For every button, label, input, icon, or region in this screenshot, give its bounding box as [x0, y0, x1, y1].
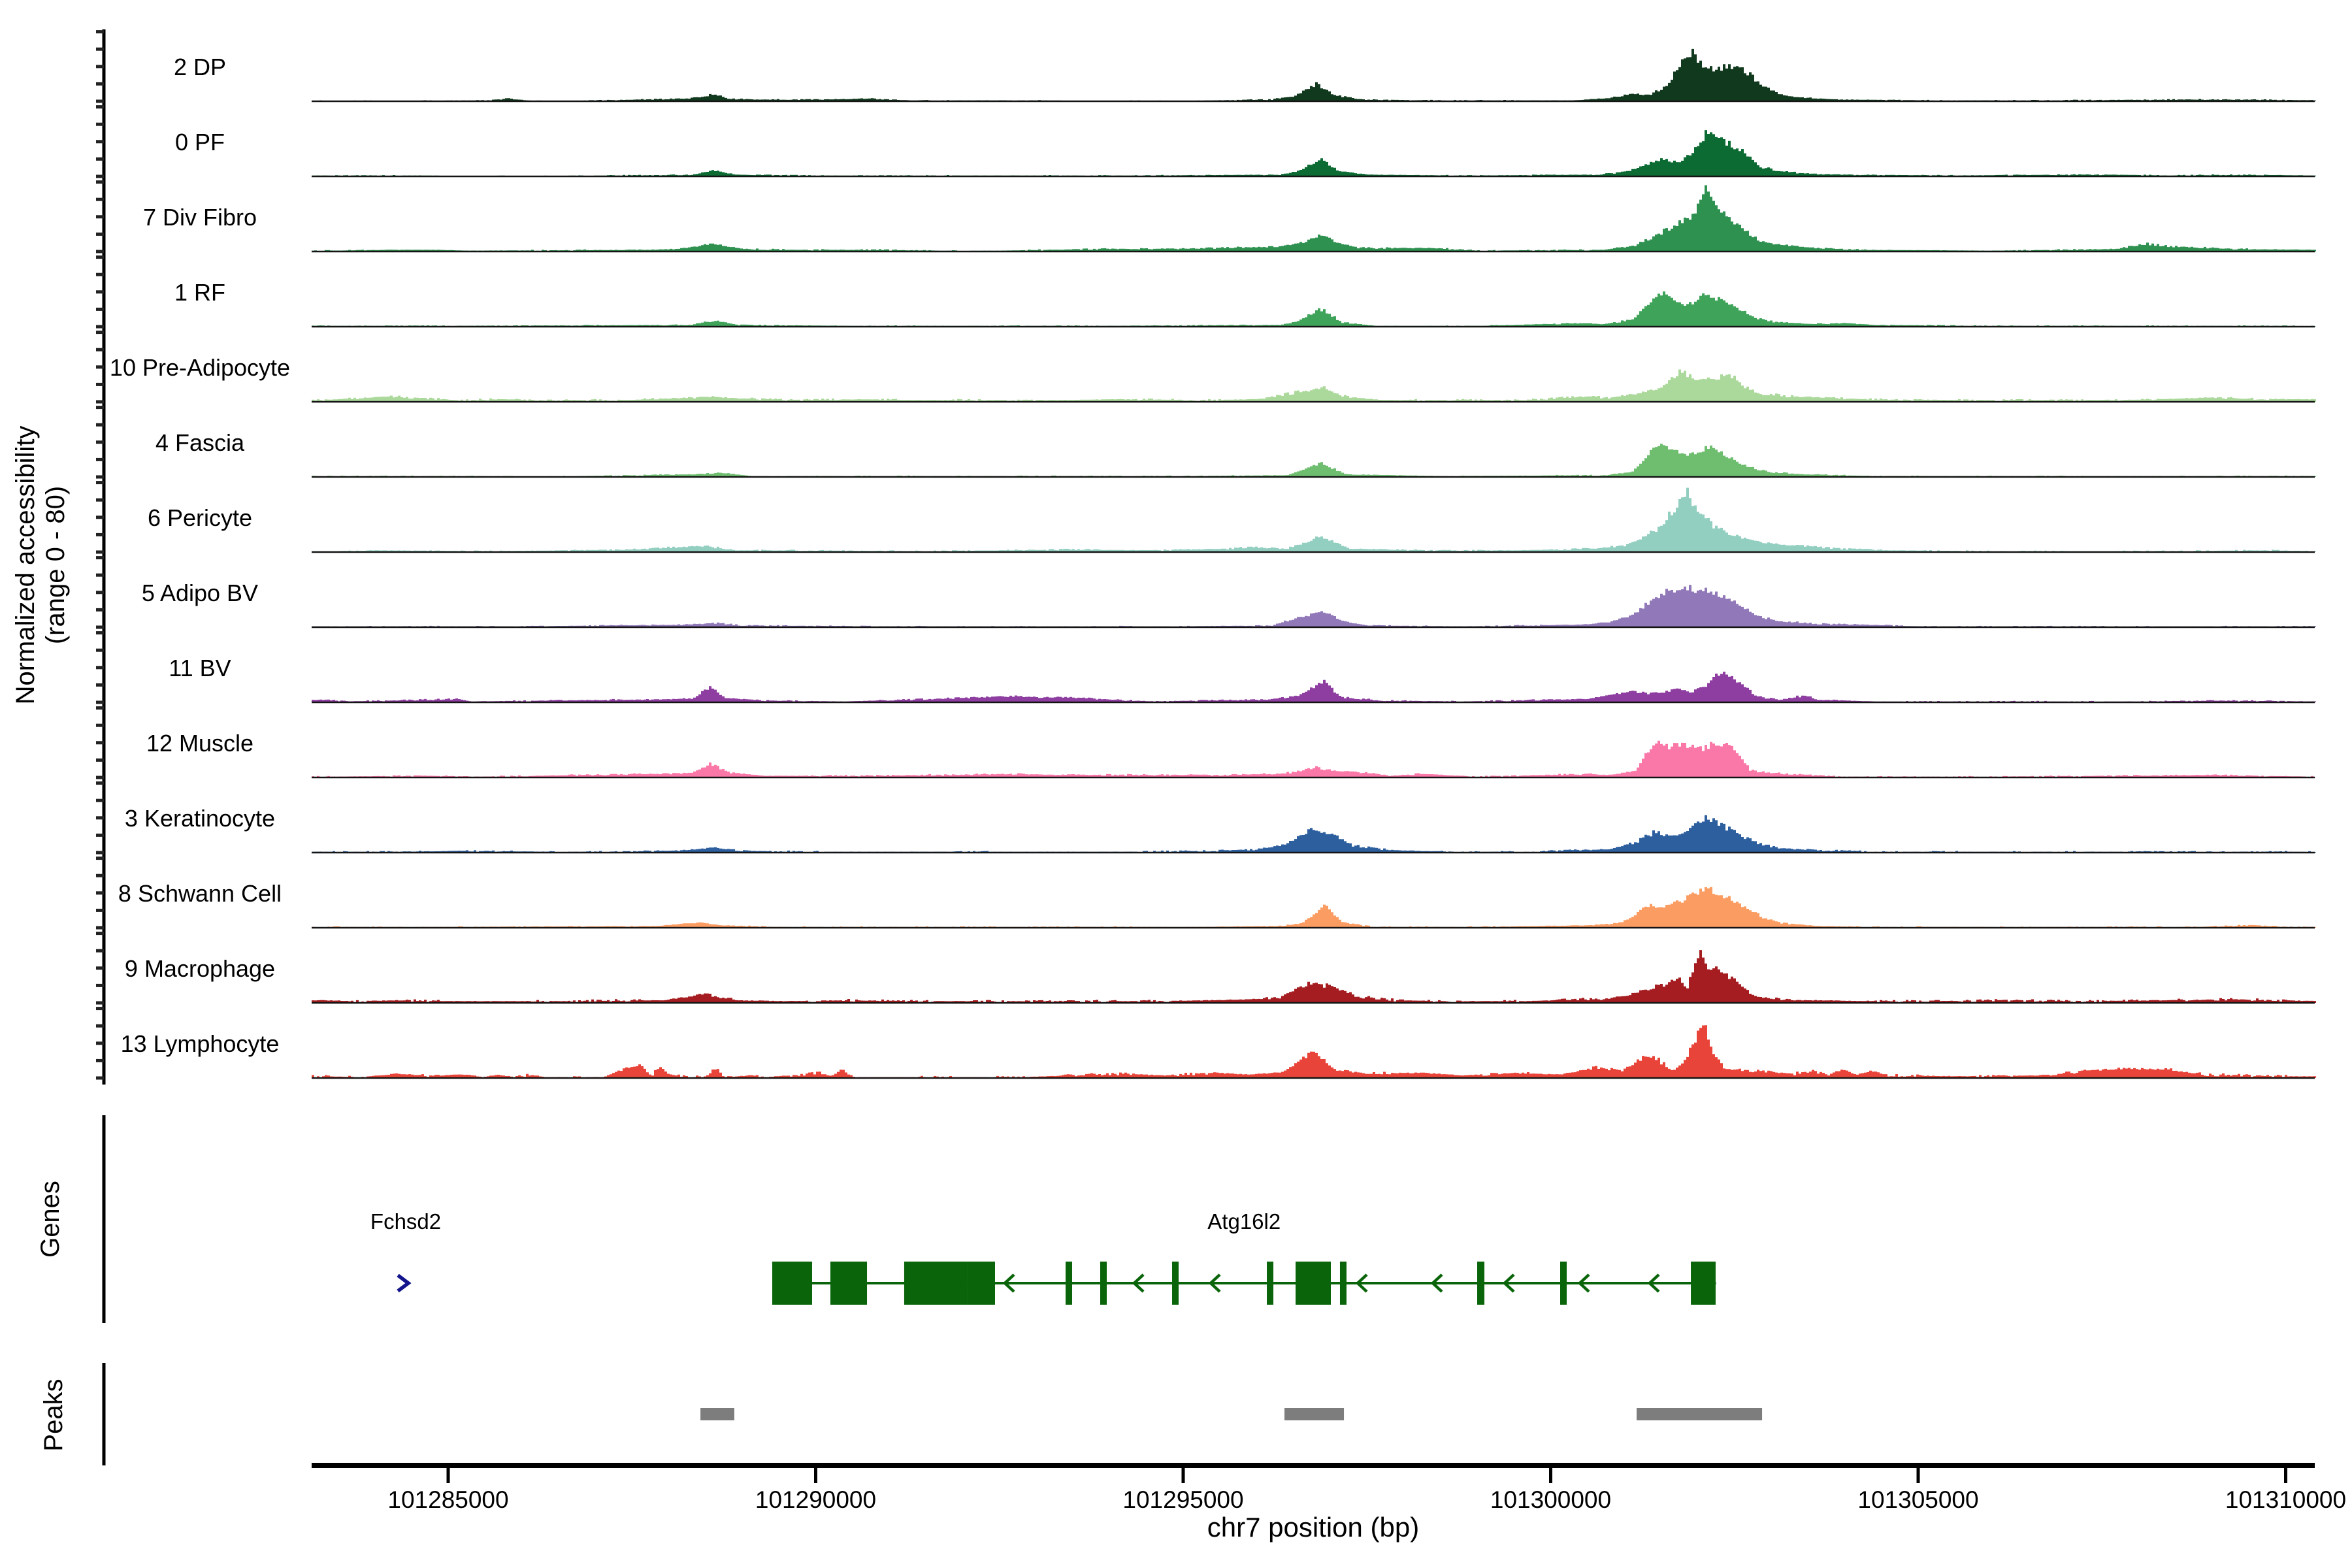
track-2-dp: 2 DP — [174, 48, 2316, 103]
gene-exon — [1691, 1262, 1716, 1305]
track-label: 7 Div Fibro — [143, 204, 257, 231]
x-axis: 101285000 101290000 101295000 101300000 1013… — [312, 1463, 2346, 1543]
peak-bars — [700, 1408, 1763, 1420]
track-label: 5 Adipo BV — [142, 580, 258, 606]
gene-exon — [772, 1262, 812, 1305]
gene-exon — [1339, 1262, 1347, 1305]
x-tick-label: 101285000 — [387, 1486, 508, 1513]
track-label: 2 DP — [174, 54, 226, 80]
x-axis-title: chr7 position (bp) — [1207, 1512, 1420, 1543]
coverage-area — [312, 487, 2316, 552]
track-label: 13 Lymphocyte — [121, 1030, 280, 1057]
y-axis: Normalized accessibility (range 0 - 80) — [11, 29, 106, 1085]
track-label: 12 Muscle — [146, 730, 253, 757]
strand-arrow-right-icon — [397, 1273, 412, 1293]
x-tick-label: 101290000 — [755, 1486, 876, 1513]
gene-exon — [860, 1262, 868, 1305]
coverage-area — [312, 585, 2316, 627]
gene-exon — [1066, 1262, 1073, 1305]
peaks-section-label: Peaks — [39, 1379, 68, 1451]
y-axis-title-line2: (range 0 - 80) — [41, 486, 70, 644]
track-9-macrophage: 9 Macrophage — [125, 950, 2316, 1004]
y-axis-ticks — [96, 30, 104, 1080]
coverage-area — [312, 740, 2316, 777]
gene-exon — [1100, 1262, 1107, 1305]
track-10-pre-adipocyte: 10 Pre-Adipocyte — [110, 354, 2316, 403]
y-axis-title-line1: Normalized accessibility — [11, 426, 40, 705]
coverage-area — [312, 887, 2316, 928]
coverage-area — [312, 815, 2316, 853]
track-label: 9 Macrophage — [125, 955, 275, 982]
gene-exon — [1296, 1262, 1331, 1305]
gene-exon — [1267, 1262, 1274, 1305]
track-label: 3 Keratinocyte — [125, 805, 275, 832]
track-label: 6 Pericyte — [148, 504, 252, 531]
strand-arrow-left-icon — [1577, 1273, 1590, 1293]
strand-arrow-left-icon — [1355, 1273, 1368, 1293]
x-axis-ticks: 101285000 101290000 101295000 101300000 1013… — [387, 1465, 2346, 1513]
track-11-bv: 11 BV — [169, 655, 2316, 704]
coverage-area — [312, 444, 2316, 477]
peak-bar — [700, 1408, 734, 1420]
gene-exon — [904, 1262, 968, 1305]
track-0-pf: 0 PF — [175, 129, 2316, 178]
gene-exon — [1560, 1262, 1567, 1305]
track-label: 0 PF — [175, 129, 225, 155]
coverage-area — [312, 369, 2316, 402]
strand-arrow-left-icon — [1208, 1273, 1221, 1293]
track-4-fascia: 4 Fascia — [155, 429, 2316, 478]
peaks-section: Peaks — [39, 1363, 1763, 1465]
strand-arrow-left-icon — [1002, 1273, 1015, 1293]
coverage-area — [312, 672, 2316, 702]
x-tick-label: 101305000 — [1857, 1486, 1978, 1513]
strand-arrow-left-icon — [1132, 1273, 1145, 1293]
gene-label: Atg16l2 — [1207, 1209, 1281, 1233]
x-tick-label: 101295000 — [1122, 1486, 1243, 1513]
track-label: 1 RF — [174, 279, 225, 306]
track-1-rf: 1 RF — [174, 279, 2316, 328]
track-label: 4 Fascia — [155, 429, 245, 456]
gene-label: Fchsd2 — [370, 1209, 441, 1233]
peak-bar — [1637, 1408, 1763, 1420]
coverage-area — [312, 185, 2316, 252]
track-13-lymphocyte: 13 Lymphocyte — [121, 1025, 2316, 1079]
genes-section-label: Genes — [36, 1181, 65, 1258]
track-label: 11 BV — [169, 655, 231, 681]
strand-arrow-left-icon — [1430, 1273, 1443, 1293]
coverage-area — [312, 950, 2316, 1003]
track-3-keratinocyte: 3 Keratinocyte — [125, 805, 2316, 854]
track-7-div-fibro: 7 Div Fibro — [143, 185, 2316, 253]
track-label: 8 Schwann Cell — [118, 880, 282, 907]
x-tick-label: 101300000 — [1490, 1486, 1611, 1513]
x-tick-label: 101310000 — [2225, 1486, 2346, 1513]
track-label: 10 Pre-Adipocyte — [110, 354, 290, 381]
gene-exon — [830, 1262, 860, 1305]
peak-bar — [1284, 1408, 1345, 1420]
gene-exon — [967, 1262, 995, 1305]
gene-fchsd2: Fchsd2 — [370, 1209, 441, 1293]
genes-section: Genes Fchsd2 Atg16l2 — [36, 1115, 1716, 1323]
coverage-area — [312, 130, 2316, 176]
coverage-area — [312, 1025, 2316, 1078]
track-5-adipo-bv: 5 Adipo BV — [142, 580, 2316, 629]
coverage-area — [312, 291, 2316, 327]
coverage-area — [312, 48, 2316, 101]
gene-exon — [1172, 1262, 1179, 1305]
gene-atg16l2: Atg16l2 — [772, 1209, 1716, 1305]
strand-arrow-left-icon — [1502, 1273, 1515, 1293]
track-12-muscle: 12 Muscle — [146, 730, 2316, 779]
track-6-pericyte: 6 Pericyte — [148, 487, 2316, 553]
gene-exon — [1477, 1262, 1485, 1305]
gene-models: Fchsd2 Atg16l2 — [370, 1209, 1716, 1305]
accessibility-tracks: 2 DP 0 PF 7 Div Fibro 1 RF 10 Pre-Adipocyte 4… — [110, 48, 2316, 1079]
track-8-schwann-cell: 8 Schwann Cell — [118, 880, 2316, 929]
strand-arrow-left-icon — [1647, 1273, 1660, 1293]
